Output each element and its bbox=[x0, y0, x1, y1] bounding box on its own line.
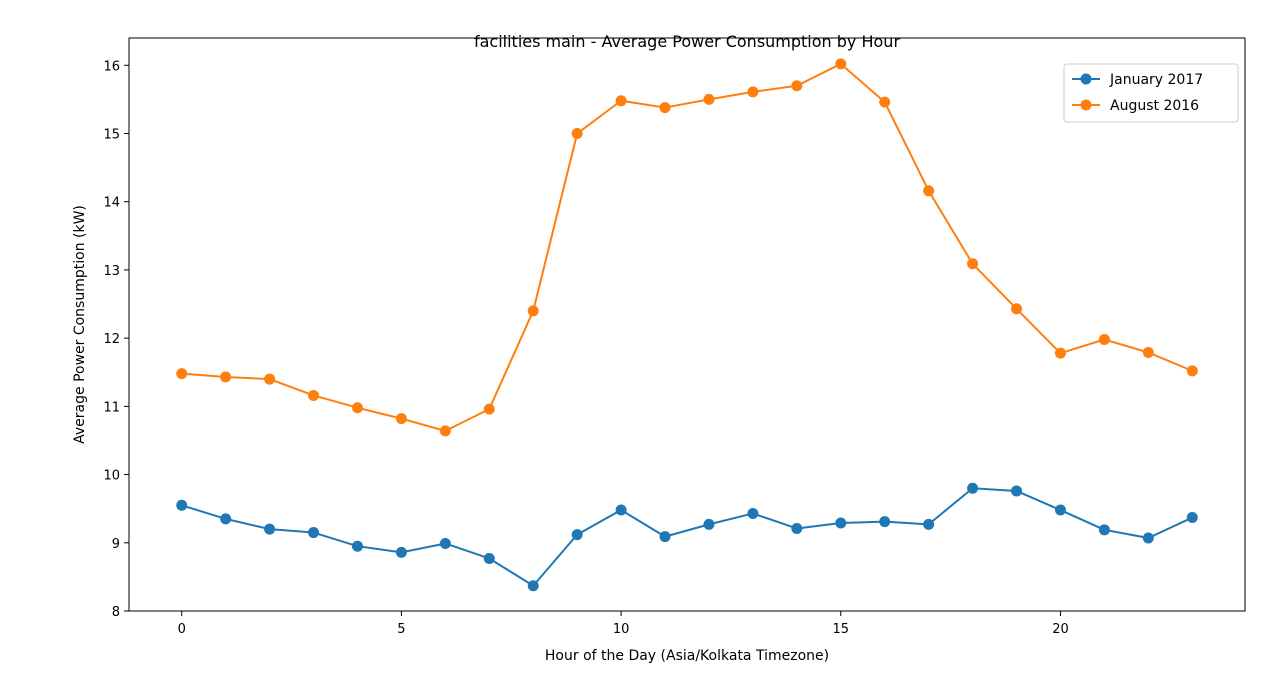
x-tick-label: 0 bbox=[178, 622, 186, 637]
y-tick-label: 8 bbox=[112, 605, 120, 620]
y-tick-label: 14 bbox=[103, 196, 120, 211]
y-tick-label: 16 bbox=[103, 59, 120, 74]
data-point bbox=[835, 517, 847, 529]
data-point bbox=[791, 80, 803, 92]
data-point bbox=[703, 93, 715, 105]
data-point bbox=[571, 128, 583, 139]
data-point bbox=[1054, 504, 1066, 516]
data-point bbox=[659, 531, 671, 543]
data-point bbox=[483, 552, 495, 564]
data-point bbox=[879, 516, 891, 528]
data-point bbox=[1186, 365, 1198, 377]
axes-frame bbox=[128, 37, 1246, 612]
data-point bbox=[1186, 512, 1198, 524]
series-line bbox=[181, 487, 1193, 587]
data-point bbox=[615, 504, 627, 516]
data-point bbox=[264, 523, 276, 535]
data-point bbox=[1011, 303, 1023, 315]
data-point bbox=[176, 368, 188, 380]
data-point bbox=[835, 58, 847, 70]
x-axis: 0 5 10 15 20 bbox=[178, 611, 1069, 637]
data-point bbox=[615, 95, 627, 107]
x-tick-label: 20 bbox=[1052, 622, 1069, 637]
y-tick-label: 9 bbox=[112, 537, 120, 552]
series-line bbox=[181, 62, 1193, 432]
x-tick-label: 5 bbox=[397, 622, 405, 637]
legend-marker bbox=[1080, 99, 1092, 111]
data-point bbox=[747, 507, 759, 519]
y-tick-label: 12 bbox=[103, 332, 120, 347]
y-tick-label: 10 bbox=[103, 469, 120, 484]
data-point bbox=[395, 546, 407, 558]
data-point bbox=[264, 373, 276, 385]
y-tick-label: 13 bbox=[103, 264, 120, 279]
data-point bbox=[747, 86, 759, 98]
data-point bbox=[351, 402, 363, 414]
data-point bbox=[967, 258, 979, 270]
data-point bbox=[527, 305, 539, 317]
data-point bbox=[1142, 346, 1154, 358]
data-point bbox=[308, 527, 320, 539]
data-point bbox=[791, 522, 803, 534]
data-point bbox=[308, 389, 320, 401]
data-point bbox=[1054, 347, 1066, 359]
data-point bbox=[967, 482, 979, 494]
data-point bbox=[483, 403, 495, 415]
data-point bbox=[879, 96, 891, 108]
y-tick-label: 15 bbox=[103, 128, 120, 143]
legend-item: August 2016 bbox=[1072, 98, 1199, 114]
series-january-2017 bbox=[176, 482, 1198, 592]
data-point bbox=[1011, 485, 1023, 497]
series-august-2016 bbox=[176, 58, 1198, 437]
plot-area bbox=[176, 58, 1198, 592]
y-tick-label: 11 bbox=[103, 400, 120, 415]
data-point bbox=[395, 413, 407, 425]
x-tick-label: 10 bbox=[613, 622, 630, 637]
chart-title: facilities main - Average Power Consumpt… bbox=[474, 32, 900, 51]
data-point bbox=[1098, 334, 1110, 346]
data-point bbox=[703, 518, 715, 530]
data-point bbox=[527, 580, 539, 592]
data-point bbox=[659, 102, 671, 114]
legend-label: January 2017 bbox=[1109, 72, 1203, 88]
y-axis-label: Average Power Consumption (kW) bbox=[72, 205, 88, 444]
legend-marker bbox=[1080, 73, 1092, 85]
x-tick-label: 15 bbox=[833, 622, 850, 637]
data-point bbox=[351, 540, 363, 552]
data-point bbox=[439, 425, 451, 437]
legend-item: January 2017 bbox=[1072, 72, 1203, 88]
data-point bbox=[220, 371, 232, 383]
data-point bbox=[1142, 532, 1154, 544]
legend-box bbox=[1063, 63, 1239, 123]
data-point bbox=[571, 529, 583, 541]
data-point bbox=[1098, 524, 1110, 536]
data-point bbox=[220, 513, 232, 525]
data-point bbox=[176, 499, 188, 511]
data-point bbox=[923, 185, 935, 197]
legend-label: August 2016 bbox=[1110, 98, 1199, 114]
data-point bbox=[923, 518, 935, 530]
legend: January 2017 August 2016 bbox=[1063, 63, 1239, 123]
axes-border bbox=[128, 37, 1246, 612]
x-axis-label: Hour of the Day (Asia/Kolkata Timezone) bbox=[545, 648, 829, 664]
data-point bbox=[439, 537, 451, 549]
y-axis: 8 9 10 11 12 13 14 15 16 bbox=[103, 59, 129, 620]
